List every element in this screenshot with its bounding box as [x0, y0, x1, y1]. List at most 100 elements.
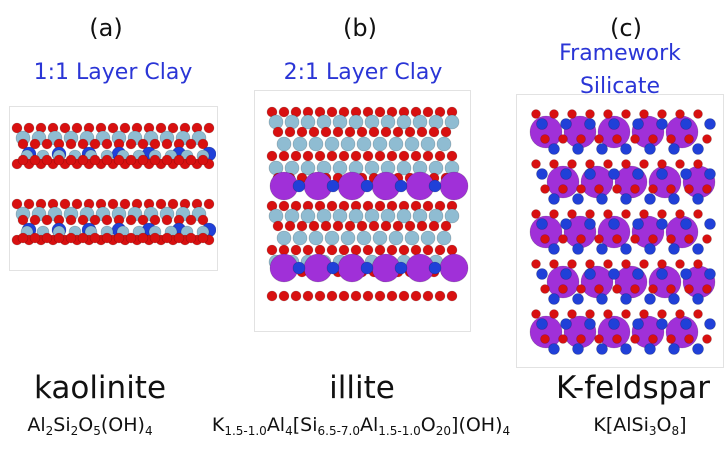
oxygen-atom — [203, 122, 215, 134]
potassium-atom — [597, 115, 631, 149]
oxygen-atom — [440, 126, 452, 138]
aluminum-atom — [360, 179, 374, 193]
oxygen-atom — [576, 234, 586, 244]
aluminum-atom — [584, 118, 596, 130]
oxygen-atom — [197, 138, 209, 150]
aluminum-atom — [692, 193, 704, 205]
aluminum-atom — [620, 293, 632, 305]
aluminum-atom — [608, 318, 620, 330]
oxygen-atom — [272, 126, 284, 138]
aluminum-atom — [356, 136, 372, 152]
silicon-atom — [348, 208, 364, 224]
aluminum-atom — [656, 218, 668, 230]
aluminum-atom — [608, 168, 620, 180]
oxygen-atom — [173, 154, 185, 166]
formula-subscript: 2 — [70, 424, 79, 438]
oxygen-atom — [675, 159, 685, 169]
aluminum-atom — [644, 143, 656, 155]
silicon-atom — [348, 114, 364, 130]
silicon-atom — [412, 114, 428, 130]
oxygen-atom — [161, 232, 173, 244]
aluminum-atom — [596, 193, 608, 205]
oxygen-atom — [203, 198, 215, 210]
oxygen-atom — [666, 334, 676, 344]
formula-subscript: 8 — [671, 424, 680, 438]
oxygen-atom — [410, 150, 422, 162]
oxygen-atom — [320, 126, 332, 138]
oxygen-atom — [368, 220, 380, 232]
oxygen-atom — [185, 138, 197, 150]
aluminum-atom — [584, 318, 596, 330]
oxygen-atom — [149, 138, 161, 150]
aluminum-atom — [584, 168, 596, 180]
silicon-atom — [364, 160, 380, 176]
aluminum-atom — [360, 261, 374, 275]
aluminum-atom — [680, 268, 692, 280]
oxygen-atom — [125, 214, 137, 226]
oxygen-atom — [576, 334, 586, 344]
silicon-atom — [380, 114, 396, 130]
oxygen-atom — [693, 109, 703, 119]
oxygen-atom — [59, 198, 71, 210]
aluminum-atom — [704, 118, 716, 130]
oxygen-atom — [284, 220, 296, 232]
oxygen-atom — [428, 220, 440, 232]
oxygen-atom — [594, 134, 604, 144]
oxygen-atom — [125, 138, 137, 150]
oxygen-atom — [398, 290, 410, 302]
oxygen-atom — [422, 200, 434, 212]
oxygen-atom — [149, 154, 161, 166]
formula-text: ](OH) — [451, 414, 503, 436]
aluminum-atom — [644, 293, 656, 305]
oxygen-atom — [89, 154, 101, 166]
aluminum-atom — [560, 168, 572, 180]
oxygen-atom — [302, 244, 314, 256]
oxygen-atom — [404, 126, 416, 138]
oxygen-atom — [65, 154, 77, 166]
oxygen-atom — [320, 220, 332, 232]
oxygen-atom — [356, 220, 368, 232]
oxygen-atom — [125, 154, 137, 166]
aluminum-atom — [572, 143, 584, 155]
oxygen-atom — [374, 290, 386, 302]
oxygen-atom — [630, 184, 640, 194]
oxygen-atom — [675, 109, 685, 119]
aluminum-atom — [276, 136, 292, 152]
oxygen-atom — [594, 234, 604, 244]
oxygen-atom — [344, 220, 356, 232]
aluminum-atom — [668, 243, 680, 255]
aluminum-atom — [428, 179, 442, 193]
oxygen-atom — [567, 109, 577, 119]
formula-subscript: 5 — [93, 424, 101, 438]
oxygen-atom — [630, 284, 640, 294]
oxygen-atom — [567, 309, 577, 319]
silicon-atom — [316, 208, 332, 224]
aluminum-atom — [548, 243, 560, 255]
oxygen-atom — [29, 232, 41, 244]
oxygen-atom — [675, 309, 685, 319]
aluminum-atom — [692, 343, 704, 355]
oxygen-atom — [278, 200, 290, 212]
oxygen-atom — [362, 290, 374, 302]
aluminum-atom — [436, 230, 452, 246]
aluminum-atom — [536, 318, 548, 330]
silicon-atom — [380, 208, 396, 224]
oxygen-atom — [386, 244, 398, 256]
oxygen-atom — [185, 154, 197, 166]
oxygen-atom — [612, 284, 622, 294]
oxygen-atom — [185, 232, 197, 244]
oxygen-atom — [612, 334, 622, 344]
oxygen-atom — [338, 244, 350, 256]
oxygen-atom — [440, 220, 452, 232]
aluminum-atom — [394, 179, 408, 193]
oxygen-atom — [314, 150, 326, 162]
formula-text: Al — [27, 414, 46, 436]
aluminum-atom — [572, 193, 584, 205]
oxygen-atom — [603, 209, 613, 219]
oxygen-atom — [422, 244, 434, 256]
kaolinite-structure-image — [11, 122, 216, 246]
oxygen-atom — [684, 284, 694, 294]
aluminum-atom — [388, 230, 404, 246]
oxygen-atom — [410, 244, 422, 256]
oxygen-atom — [428, 126, 440, 138]
